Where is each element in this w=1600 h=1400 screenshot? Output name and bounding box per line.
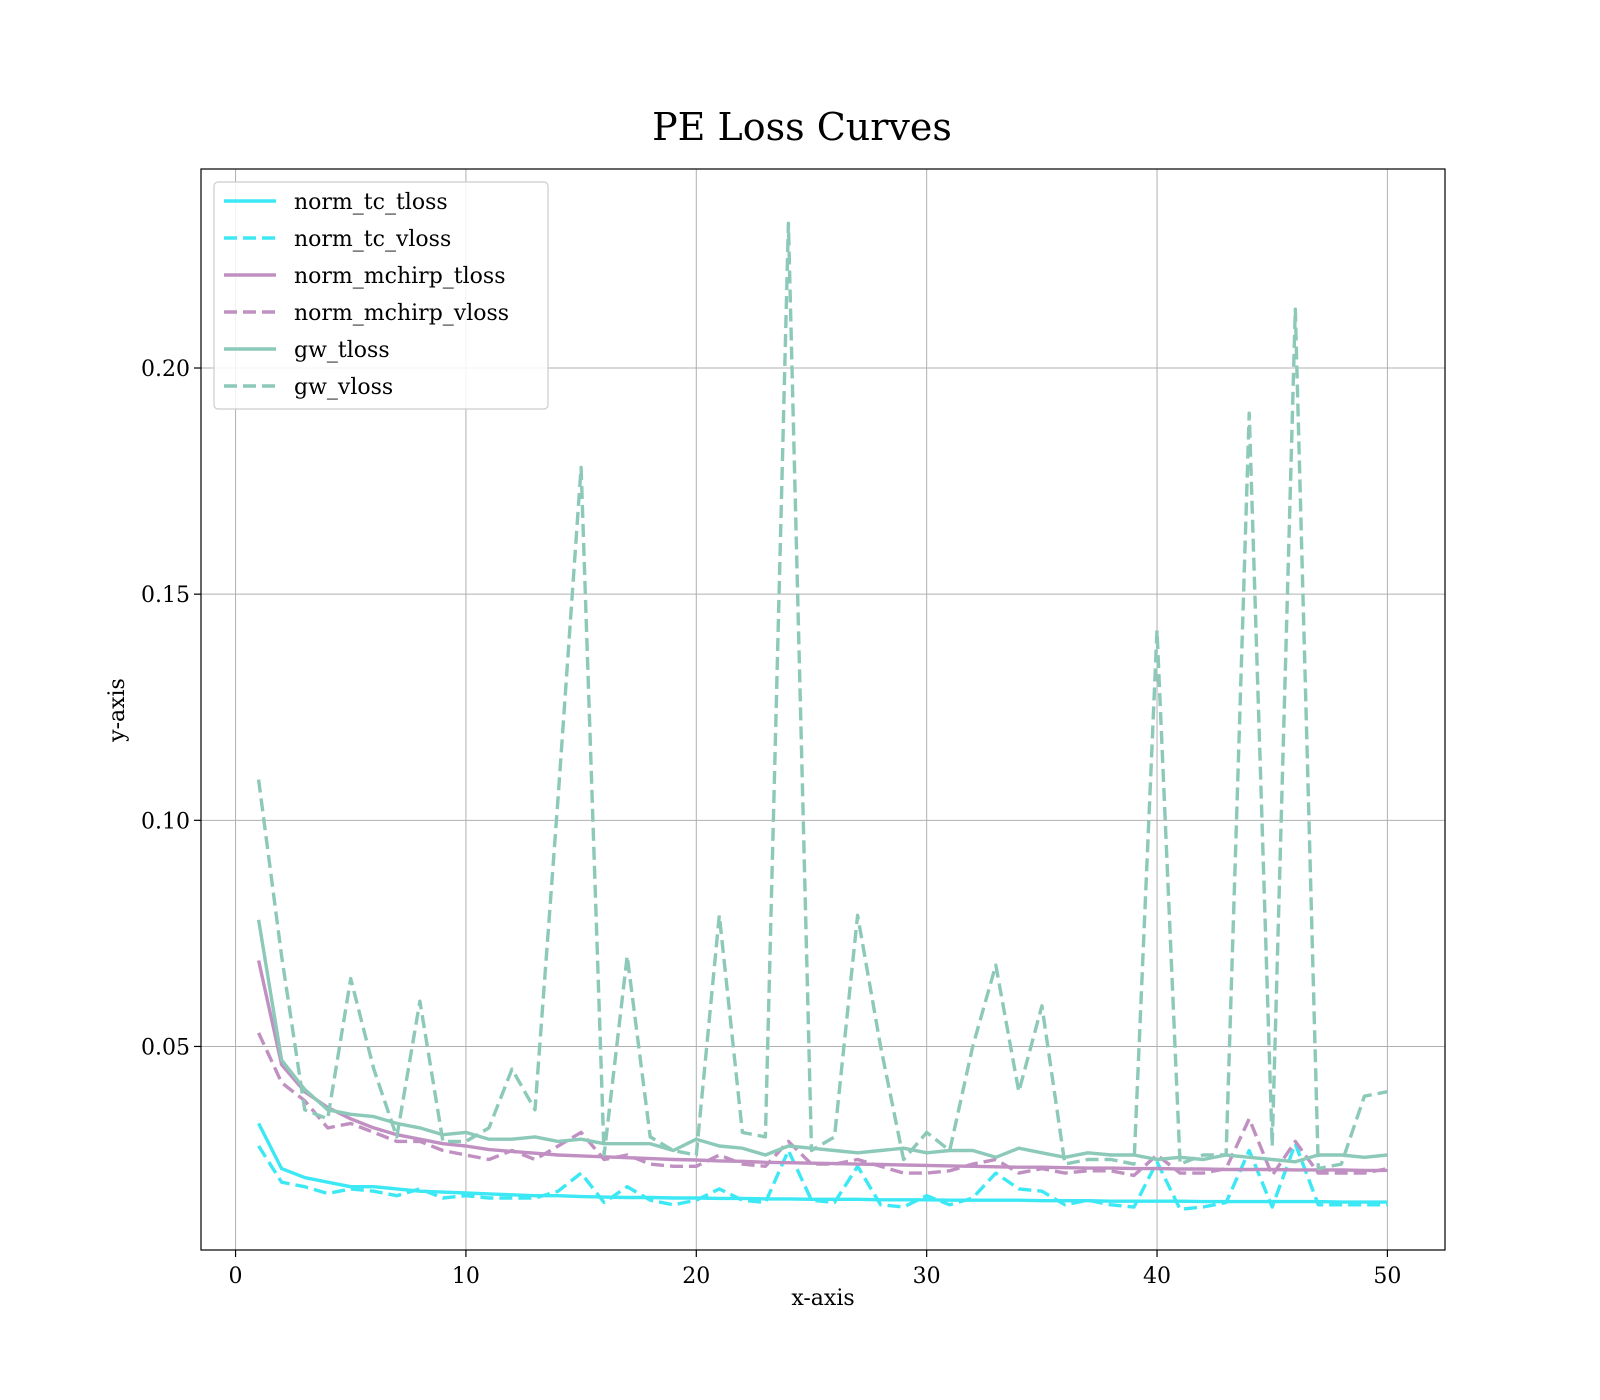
chart-title: PE Loss Curves	[652, 105, 952, 149]
y-tick-label: 0.10	[141, 809, 190, 834]
x-tick-label: 30	[913, 1264, 941, 1289]
series-line-norm-mchirp-vloss	[257, 1032, 1388, 1178]
series-line-gw-vloss	[256, 221, 1388, 1171]
x-axis-label: x-axis	[791, 1286, 854, 1311]
series-group	[256, 221, 1388, 1212]
series-line-gw-tloss	[256, 919, 1388, 1164]
y-tick-label: 0.05	[141, 1035, 190, 1060]
legend-label: gw_tloss	[294, 338, 390, 363]
grid-lines	[201, 169, 1445, 1250]
legend-box	[213, 181, 549, 410]
x-tick-label: 20	[682, 1264, 710, 1289]
legend-label: gw_vloss	[294, 375, 393, 400]
y-tick-label: 0.20	[141, 357, 190, 382]
x-tick-label: 10	[452, 1264, 480, 1289]
x-tick-label: 0	[229, 1264, 243, 1289]
series-line-norm-tc-tloss	[257, 1122, 1388, 1204]
legend-label: norm_tc_tloss	[294, 190, 448, 215]
legend-label: norm_mchirp_vloss	[294, 301, 509, 326]
legend-label: norm_mchirp_tloss	[294, 264, 505, 289]
legend: norm_tc_tloss norm_tc_vloss norm_mchirp_tl…	[213, 181, 549, 410]
plot-frame	[200, 168, 1446, 1251]
legend-label: norm_tc_vloss	[294, 227, 451, 252]
x-tick-label: 40	[1143, 1264, 1171, 1289]
x-tick-label: 50	[1373, 1264, 1401, 1289]
y-axis-label: y-axis	[105, 678, 130, 743]
axis-ticks: 0 10 20 30 40 50 0.05 0.10 0.15 0.20	[141, 357, 1401, 1289]
series-line-norm-tc-vloss	[257, 1141, 1388, 1212]
y-tick-label: 0.15	[141, 583, 190, 608]
